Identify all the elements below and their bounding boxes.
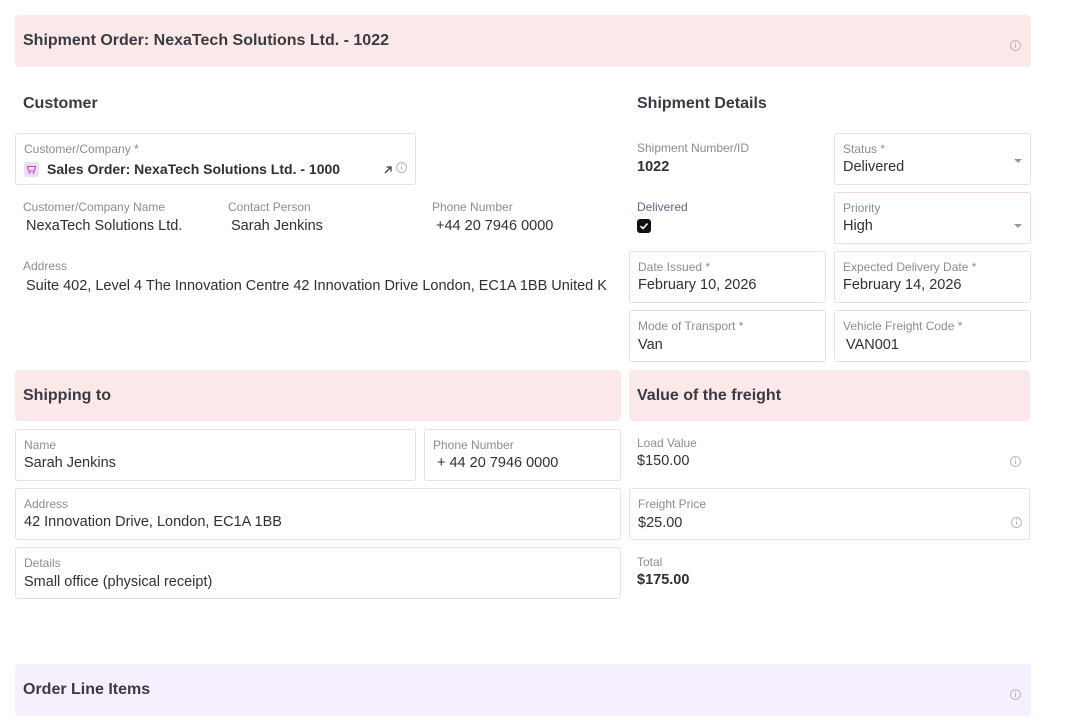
customer-phone-label: Phone Number [432,200,513,214]
recipient-address-label: Address [24,497,69,511]
freight-value-heading: Value of the freight [637,386,782,404]
check-icon [639,222,649,230]
expected-delivery-label: Expected Delivery Date * [843,260,977,274]
freight-price-field[interactable]: Freight Price $25.00 [629,488,1030,540]
customer-heading: Customer [23,95,98,112]
info-icon[interactable] [1011,517,1022,528]
load-value-field[interactable]: Load Value $150.00 [629,429,1030,480]
shipment-number-label: Shipment Number/ID [637,141,750,155]
recipient-address-value: 42 Innovation Drive, London, EC1A 1BB [24,514,282,530]
info-icon[interactable] [1010,40,1021,51]
transport-mode-field[interactable]: Mode of Transport * Van [629,310,826,362]
priority-value: High [843,218,873,234]
freight-price-label: Freight Price [638,497,707,511]
customer-address-value: Suite 402, Level 4 The Innovation Centre… [26,278,607,294]
total-label: Total [637,555,663,569]
freight-price-value: $25.00 [638,515,683,531]
open-link-icon[interactable] [383,165,393,175]
date-issued-value: February 10, 2026 [638,277,757,293]
info-icon[interactable] [1010,456,1021,467]
cart-icon [24,162,39,177]
customer-name-value: NexaTech Solutions Ltd. [26,218,183,234]
total-field: Total $175.00 [629,547,1030,598]
load-value-value: $150.00 [637,453,690,469]
recipient-phone-field[interactable]: Phone Number + 44 20 7946 0000 [424,429,621,481]
recipient-phone-value: + 44 20 7946 0000 [437,455,559,471]
delivered-checkbox[interactable] [637,219,651,233]
status-select[interactable]: Status * Delivered [834,133,1031,185]
contact-person-value: Sarah Jenkins [231,218,323,234]
vehicle-freight-code-label: Vehicle Freight Code * [843,319,963,333]
vehicle-freight-code-value: VAN001 [846,337,899,353]
customer-phone-value: +44 20 7946 0000 [436,218,554,234]
vehicle-freight-code-field[interactable]: Vehicle Freight Code * VAN001 [834,310,1031,362]
contact-person-label: Contact Person [228,200,311,214]
shipment-order-header: Shipment Order: NexaTech Solutions Ltd. … [15,15,1031,67]
priority-label: Priority [843,201,881,215]
info-icon[interactable] [396,162,407,173]
order-line-items-header: Order Line Items [15,664,1031,716]
order-line-items-heading: Order Line Items [23,681,151,698]
recipient-details-label: Details [24,556,61,570]
expected-delivery-field[interactable]: Expected Delivery Date * February 14, 20… [834,251,1031,303]
load-value-label: Load Value [637,436,697,450]
shipping-to-header: Shipping to [15,370,621,421]
date-issued-label: Date Issued * [638,260,711,274]
customer-address-clip: Suite 402, Level 4 The Innovation Centre… [26,277,611,295]
freight-value-header: Value of the freight [629,370,1030,421]
shipping-to-heading: Shipping to [23,386,111,404]
recipient-details-field[interactable]: Details Small office (physical receipt) [15,547,621,599]
recipient-name-field[interactable]: Name Sarah Jenkins [15,429,416,481]
priority-select[interactable]: Priority High [834,192,1031,244]
expected-delivery-value: February 14, 2026 [843,277,962,293]
shipment-details-heading: Shipment Details [637,95,767,112]
customer-company-field[interactable]: Customer/Company * Sales Order: NexaTech… [15,133,416,185]
total-value: $175.00 [637,572,690,588]
chevron-down-icon [1014,224,1022,228]
recipient-details-value: Small office (physical receipt) [24,574,213,590]
chevron-down-icon [1014,159,1022,163]
date-issued-field[interactable]: Date Issued * February 10, 2026 [629,251,826,303]
page-title: Shipment Order: NexaTech Solutions Ltd. … [23,32,389,49]
customer-name-label: Customer/Company Name [23,200,166,214]
delivered-field[interactable]: Delivered [629,192,826,244]
transport-mode-value: Van [638,337,663,353]
customer-company-label: Customer/Company * [24,142,139,156]
transport-mode-label: Mode of Transport * [638,319,744,333]
recipient-name-value: Sarah Jenkins [24,455,116,471]
info-icon[interactable] [1010,689,1021,700]
delivered-label: Delivered [637,200,688,214]
recipient-address-field[interactable]: Address 42 Innovation Drive, London, EC1… [15,488,621,540]
customer-address-label: Address [23,259,68,273]
customer-company-value: Sales Order: NexaTech Solutions Ltd. - 1… [47,161,341,177]
status-value: Delivered [843,159,905,175]
recipient-phone-label: Phone Number [433,438,514,452]
recipient-name-label: Name [24,438,57,452]
shipment-number-value: 1022 [637,159,670,175]
status-label: Status * [843,142,886,156]
